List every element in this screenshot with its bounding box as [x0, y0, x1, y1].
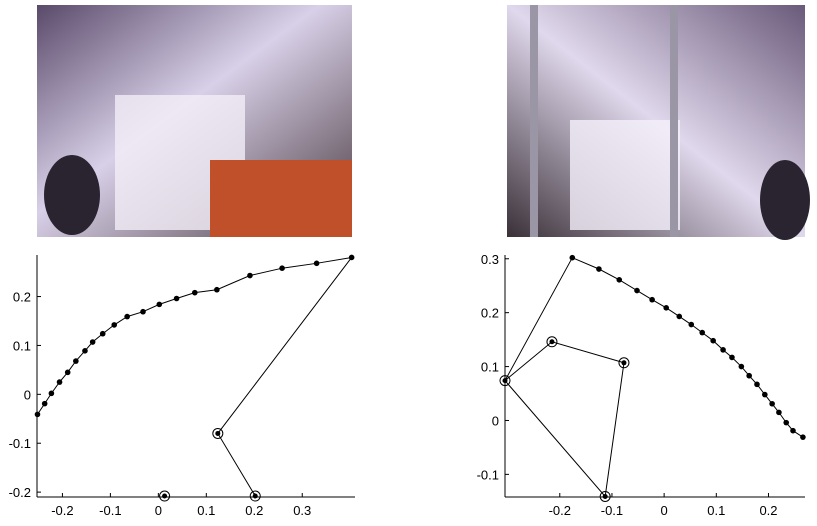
point [729, 355, 735, 361]
x-tick-label: 0.3 [293, 503, 311, 518]
point [783, 420, 789, 426]
y-tick-label: -0.1 [477, 467, 499, 482]
point [776, 410, 782, 416]
point [349, 255, 355, 261]
point [634, 288, 640, 294]
figure: -0.2 -0.1 0 0.1 0.2 -0.2 -0.1 0 0.1 0.2 0.3 -0.1 0 0.… [0, 0, 817, 521]
point [279, 265, 285, 271]
point [57, 379, 63, 385]
point [111, 322, 117, 328]
point [124, 314, 130, 320]
point [596, 266, 602, 272]
link-line [218, 257, 352, 496]
x-tick-label: 0.1 [707, 503, 725, 518]
curve-line [37, 257, 351, 414]
joint-marker [213, 428, 223, 438]
point [90, 339, 96, 345]
y-tick-label: -0.2 [9, 485, 31, 500]
point [35, 412, 41, 418]
x-tick-label: -0.2 [51, 503, 73, 518]
point [214, 287, 220, 293]
joint-dot [162, 494, 167, 499]
joint-dot [503, 378, 508, 383]
photo-right [507, 5, 810, 240]
point [720, 347, 726, 353]
point [82, 348, 88, 354]
x-tick-label: 0 [661, 503, 668, 518]
joint-dot [621, 360, 626, 365]
point [174, 296, 180, 302]
x-tick-label: 0 [155, 503, 162, 518]
point [192, 290, 198, 296]
joint-marker [547, 337, 557, 347]
link-line [505, 258, 624, 497]
point [157, 302, 163, 308]
point [140, 309, 146, 315]
point [688, 322, 694, 328]
x-tick-label: 0.2 [245, 503, 263, 518]
point [649, 297, 655, 303]
y-tick-label: -0.1 [9, 436, 31, 451]
point [676, 314, 682, 320]
joint-marker [250, 491, 260, 501]
point [314, 261, 320, 267]
point [800, 434, 806, 440]
point [769, 401, 775, 407]
point [65, 370, 71, 376]
point [710, 338, 716, 344]
point [746, 373, 752, 379]
point [616, 277, 622, 283]
photo-left [37, 5, 352, 237]
curve-line [572, 258, 803, 437]
y-tick-label: 0.2 [481, 306, 499, 321]
joint-marker [160, 491, 170, 501]
point [790, 428, 796, 434]
x-tick-label: 0.1 [197, 503, 215, 518]
joint-dot [215, 431, 220, 436]
point [762, 392, 768, 398]
point [739, 364, 745, 370]
point [754, 382, 760, 388]
y-tick-label: 0.1 [13, 338, 31, 353]
x-tick-label: 0.2 [759, 503, 777, 518]
y-tick-label: 0 [492, 413, 499, 428]
point [570, 255, 576, 261]
joint-dot [253, 494, 258, 499]
point [49, 391, 55, 397]
y-tick-label: 0.2 [13, 290, 31, 305]
point [100, 331, 106, 337]
joint-dot [549, 339, 554, 344]
x-tick-label: -0.1 [601, 503, 623, 518]
y-tick-label: 0.1 [481, 360, 499, 375]
point [247, 273, 253, 279]
x-tick-label: -0.1 [99, 503, 121, 518]
x-tick-label: -0.2 [549, 503, 571, 518]
y-tick-label: 0.3 [481, 252, 499, 267]
point [663, 305, 669, 311]
point [73, 358, 79, 364]
point [699, 330, 705, 336]
y-tick-label: 0 [24, 387, 31, 402]
point [42, 401, 48, 407]
joint-dot [603, 494, 608, 499]
